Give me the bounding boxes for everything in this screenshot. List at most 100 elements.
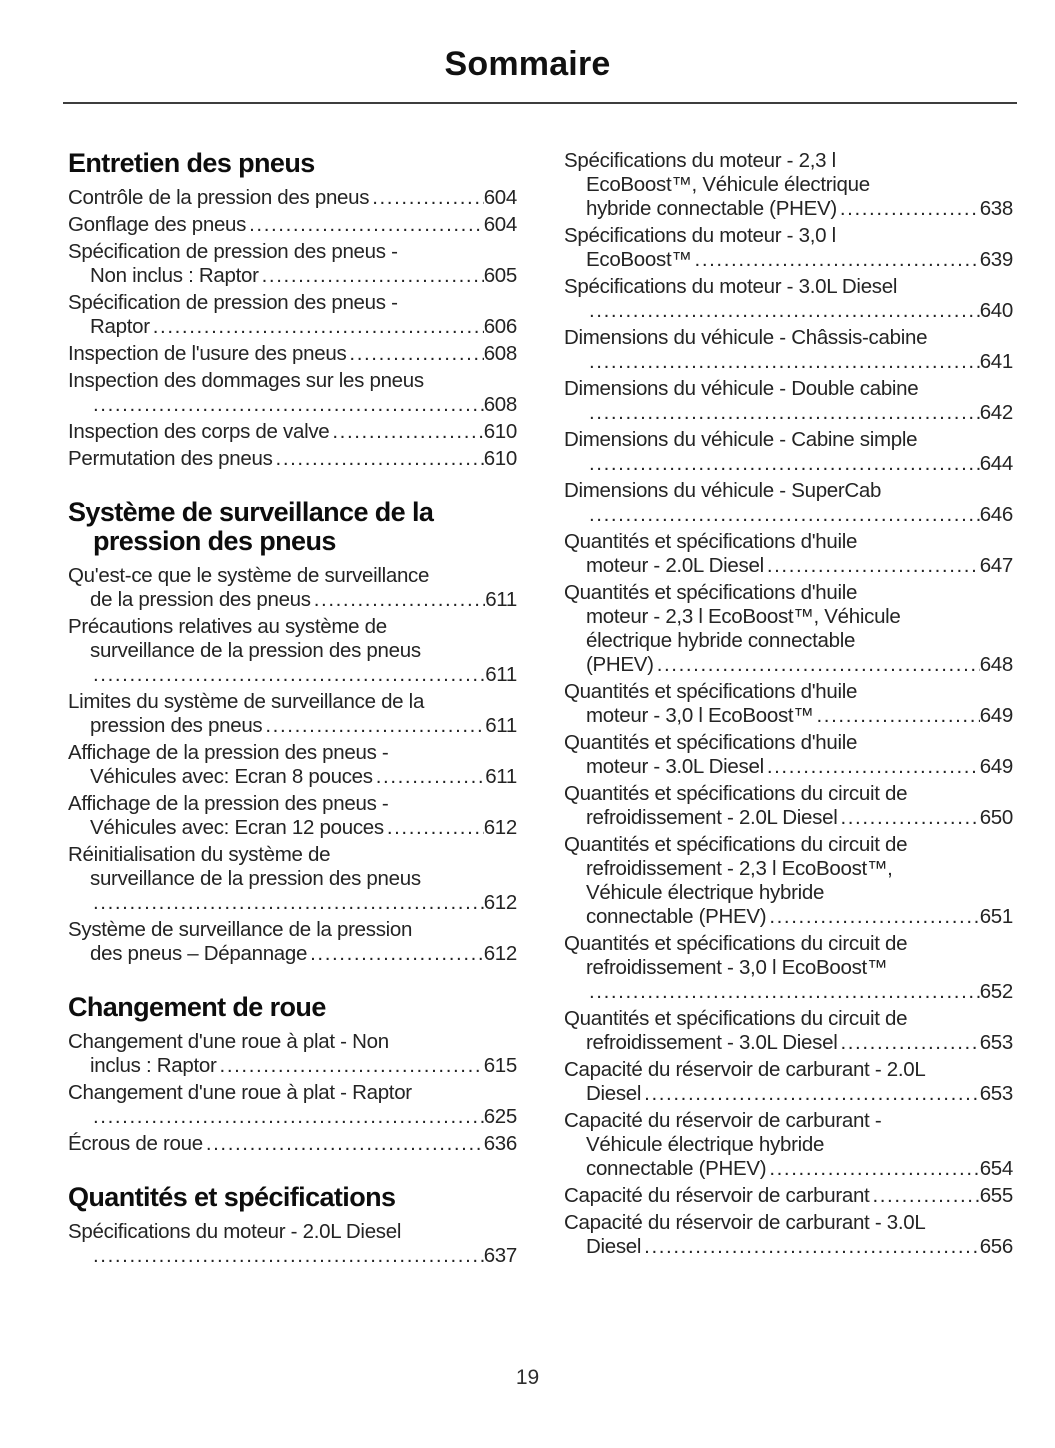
entry-text-line: Capacité du réservoir de carburant - 2.0…	[564, 1058, 926, 1081]
entry-text-line: Spécifications du moteur - 3.0L Diesel	[564, 275, 898, 298]
entry-text-line: refroidissement - 3,0 l EcoBoost™	[586, 956, 888, 979]
entry-page-number: 651	[979, 905, 1014, 928]
entry-last-line: Contrôle de la pression des pneus 604	[68, 186, 517, 210]
entry-page-number: 650	[979, 806, 1014, 829]
entry-page-number: 647	[979, 554, 1014, 577]
entry-last-line: hybride connectable (PHEV) 638	[564, 197, 1013, 221]
toc-entry: Spécifications du moteur - 3,0 l EcoBoost…	[564, 224, 1013, 272]
section-heading: Entretien des pneus	[68, 149, 517, 178]
toc-entry: Quantités et spécifications du circuit d…	[564, 833, 1013, 929]
dot-leader	[586, 350, 980, 374]
entry-page-number: 611	[485, 663, 517, 686]
entry-page-number: 640	[979, 299, 1014, 322]
footer-page-number: 19	[515, 1366, 540, 1389]
toc-entry: Système de surveillance de la pression de…	[68, 918, 517, 966]
entry-page-number: 615	[483, 1054, 518, 1077]
toc-entry: Capacité du réservoir de carburant - 3.0…	[564, 1211, 1013, 1259]
entry-text-line: Système de surveillance de la pression	[68, 918, 413, 941]
toc-entry: Changement d'une roue à plat - Non inclus…	[68, 1030, 517, 1078]
entry-page-number: 606	[483, 315, 518, 338]
toc-column-left: Entretien des pneus Contrôle de la pressi…	[68, 149, 517, 1271]
entry-text-line: Affichage de la pression des pneus -	[68, 741, 389, 764]
entry-last-line: 646	[564, 503, 1014, 527]
entry-last-line: 611	[68, 663, 517, 687]
entry-text: Véhicules avec: Ecran 12 pouces	[90, 816, 384, 839]
dot-leader	[90, 663, 485, 687]
entry-page-number: 637	[483, 1244, 518, 1267]
dot-leader	[259, 264, 484, 288]
dot-leader	[766, 905, 979, 929]
entry-page-number: 654	[979, 1157, 1014, 1180]
section-heading: Changement de roue	[68, 993, 517, 1022]
toc-entry: Capacité du réservoir de carburant - 2.0…	[564, 1058, 1013, 1106]
entry-page-number: 605	[483, 264, 518, 287]
toc-entry: Quantités et spécifications du circuit d…	[564, 782, 1013, 830]
entry-last-line: 608	[68, 393, 518, 417]
entry-text-line: Quantités et spécifications du circuit d…	[564, 782, 908, 805]
toc-entry: Changement d'une roue à plat - Raptor 625	[68, 1081, 517, 1129]
entry-text: inclus : Raptor	[90, 1054, 217, 1077]
entry-text-line: Quantités et spécifications du circuit d…	[564, 833, 908, 856]
entry-text-line: Spécifications du moteur - 3,0 l	[564, 224, 836, 247]
page-title: Sommaire	[444, 45, 611, 83]
entry-text-line: Quantités et spécifications d'huile	[564, 530, 858, 553]
toc-entry: Précautions relatives au système de surve…	[68, 615, 517, 687]
entry-text-line: Affichage de la pression des pneus -	[68, 792, 389, 815]
entry-text-line: Capacité du réservoir de carburant - 3.0…	[564, 1211, 926, 1234]
dot-leader	[764, 755, 980, 779]
entry-last-line: Capacité du réservoir de carburant 655	[564, 1184, 1013, 1208]
dot-leader	[641, 1235, 980, 1259]
entry-text-line: Spécifications du moteur - 2.0L Diesel	[68, 1220, 402, 1243]
dot-leader	[586, 503, 980, 527]
entry-last-line: inclus : Raptor 615	[68, 1054, 517, 1078]
entry-last-line: EcoBoost™ 639	[564, 248, 1013, 272]
entry-page-number: 610	[483, 420, 518, 443]
entry-text: Non inclus : Raptor	[90, 264, 259, 287]
entry-text-line: Quantités et spécifications d'huile	[564, 680, 858, 703]
dot-leader	[90, 1105, 484, 1129]
entry-text-line: Spécification de pression des pneus -	[68, 240, 398, 263]
entry-page-number: 611	[485, 765, 517, 788]
entry-text-line: Spécifications du moteur - 2,3 l	[564, 149, 836, 172]
entry-page-number: 656	[979, 1235, 1014, 1258]
entry-text-line: Dimensions du véhicule - Châssis-cabine	[564, 326, 928, 349]
entry-text: Inspection des corps de valve	[68, 420, 330, 443]
dot-leader	[262, 714, 485, 738]
dot-leader	[766, 1157, 979, 1181]
toc-entry: Dimensions du véhicule - Double cabine 64…	[564, 377, 1013, 425]
entry-text: Capacité du réservoir de carburant	[564, 1184, 870, 1207]
toc-entry: Réinitialisation du système de surveillan…	[68, 843, 517, 915]
entry-text-line: Quantités et spécifications d'huile	[564, 731, 858, 754]
entry-text: Contrôle de la pression des pneus	[68, 186, 370, 209]
toc-entry: Quantités et spécifications d'huile moteu…	[564, 680, 1013, 728]
entry-text-line: Dimensions du véhicule - Double cabine	[564, 377, 919, 400]
entry-last-line: moteur - 2.0L Diesel 647	[564, 554, 1013, 578]
dot-leader	[90, 891, 484, 915]
entry-page-number: 648	[979, 653, 1014, 676]
entry-last-line: Véhicules avec: Ecran 8 pouces 611	[68, 765, 517, 789]
entry-page-number: 608	[483, 393, 518, 416]
section-heading-line: Entretien des pneus	[68, 148, 315, 178]
entry-text-line: Véhicule électrique hybride	[586, 881, 825, 904]
entry-text-line: Changement d'une roue à plat - Raptor	[68, 1081, 412, 1104]
toc-entry: Spécifications du moteur - 2,3 l EcoBoost…	[564, 149, 1013, 221]
toc-entry: Spécifications du moteur - 3.0L Diesel 64…	[564, 275, 1013, 323]
dot-leader	[837, 1031, 979, 1055]
section-heading-line: Quantités et spécifications	[68, 1182, 396, 1212]
entry-page-number: 604	[483, 213, 518, 236]
dot-leader	[837, 806, 979, 830]
entry-text: moteur - 3,0 l EcoBoost™	[586, 704, 814, 727]
entry-text: Permutation des pneus	[68, 447, 273, 470]
entry-last-line: Diesel 656	[564, 1235, 1013, 1259]
toc-entry: Inspection des dommages sur les pneus 608	[68, 369, 517, 417]
entry-page-number: 646	[979, 503, 1014, 526]
dot-leader	[586, 980, 980, 1004]
entry-page-number: 644	[979, 452, 1014, 475]
dot-leader	[586, 401, 980, 425]
entry-text-line: Quantités et spécifications du circuit d…	[564, 932, 908, 955]
entry-page-number: 639	[979, 248, 1014, 271]
dot-leader	[586, 299, 980, 323]
entry-last-line: 640	[564, 299, 1014, 323]
entry-text: Raptor	[90, 315, 150, 338]
